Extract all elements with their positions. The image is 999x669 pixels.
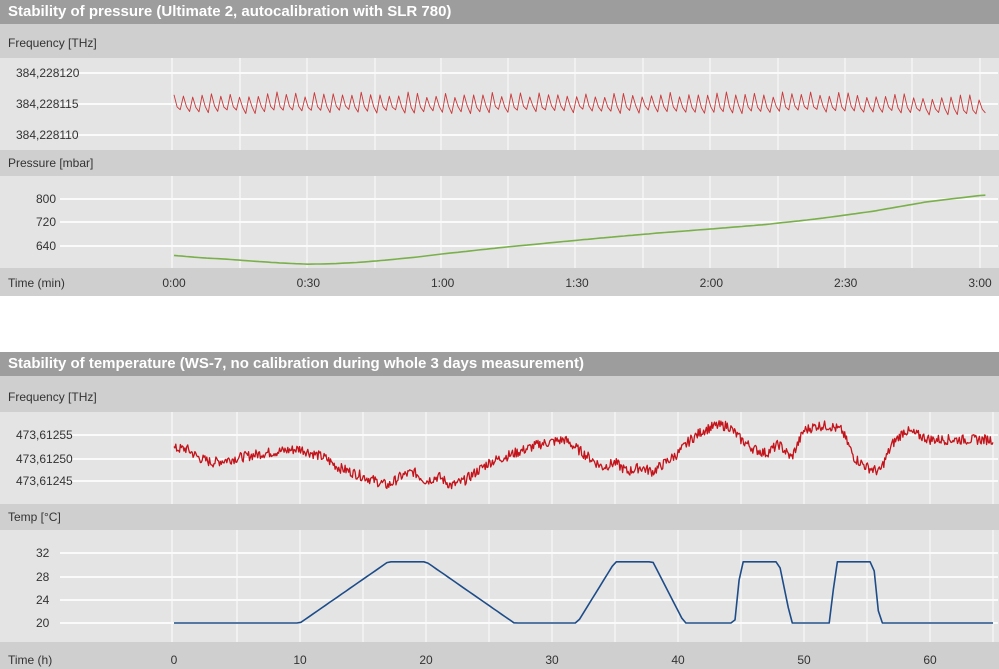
chart2-sub2-ytick-label-2: 24 [36,593,50,607]
chart2-sub2-ytick-label-0: 32 [36,546,50,560]
chart1-xtick-label-6: 3:00 [968,276,992,290]
chart2-sub1-ytick-label-1: 473,61250 [16,452,73,466]
chart1-title: Stability of pressure (Ultimate 2, autoc… [0,0,999,24]
chart2-temp-ylabel: Temp [°C] [8,510,61,524]
chart1-sub2-ytick-label-1: 720 [36,215,56,229]
chart2-title: Stability of temperature (WS-7, no calib… [0,352,999,376]
chart1-xtick-label-1: 0:30 [297,276,321,290]
chart2-xtick-label-0: 0 [171,653,178,667]
chart1-xtick-label-0: 0:00 [162,276,186,290]
chart1-sub1-ytick-label-2: 384,228110 [16,128,79,142]
chart2-xtick-label-2: 20 [419,653,433,667]
chart1-sub2-ytick-label-0: 800 [36,192,56,206]
chart1-xtick-label-5: 2:30 [834,276,858,290]
chart2-xaxis-caption: Time (h) [8,653,52,667]
chart1-pressure-band: Pressure [mbar] [0,150,999,176]
chart2-xtick-label-1: 10 [293,653,307,667]
chart2-freq-band: Frequency [THz] [0,376,999,412]
chart2-xaxis-row [0,642,999,669]
chart1-sub1-ytick-label-1: 384,228115 [16,97,79,111]
chart2-freq-ylabel: Frequency [THz] [8,390,97,404]
chart1-xtick-label-3: 1:30 [565,276,589,290]
chart1-freq-ylabel: Frequency [THz] [8,36,97,50]
chart1-sub1-series-line [173,91,986,116]
chart1-sub1-ytick-label-0: 384,228120 [16,66,80,80]
chart2-sub2-ytick-label-1: 28 [36,570,50,584]
chart1-xaxis-row [0,268,999,296]
chart1-xtick-label-2: 1:00 [431,276,455,290]
chart2-xtick-label-5: 50 [797,653,811,667]
chart2-sub1-ytick-label-0: 473,61255 [16,428,73,442]
chart1-xtick-label-4: 2:00 [700,276,724,290]
chart2-sub2-series-line [174,561,993,624]
chart1-freq-band: Frequency [THz] [0,24,999,58]
chart1-pressure-ylabel: Pressure [mbar] [8,156,94,170]
chart2-sub1-ytick-label-2: 473,61245 [16,474,73,488]
chart1-sub2-series-line [173,194,986,265]
chart1-xaxis-caption: Time (min) [8,276,65,290]
chart2-sub1-series-line [173,420,994,490]
chart2-xtick-label-3: 30 [545,653,559,667]
chart2-temp-band: Temp [°C] [0,504,999,530]
chart2-xtick-label-4: 40 [671,653,685,667]
chart2-xtick-label-6: 60 [923,653,937,667]
chart1-sub2-ytick-label-2: 640 [36,239,56,253]
chart2-sub2-ytick-label-3: 20 [36,616,50,630]
